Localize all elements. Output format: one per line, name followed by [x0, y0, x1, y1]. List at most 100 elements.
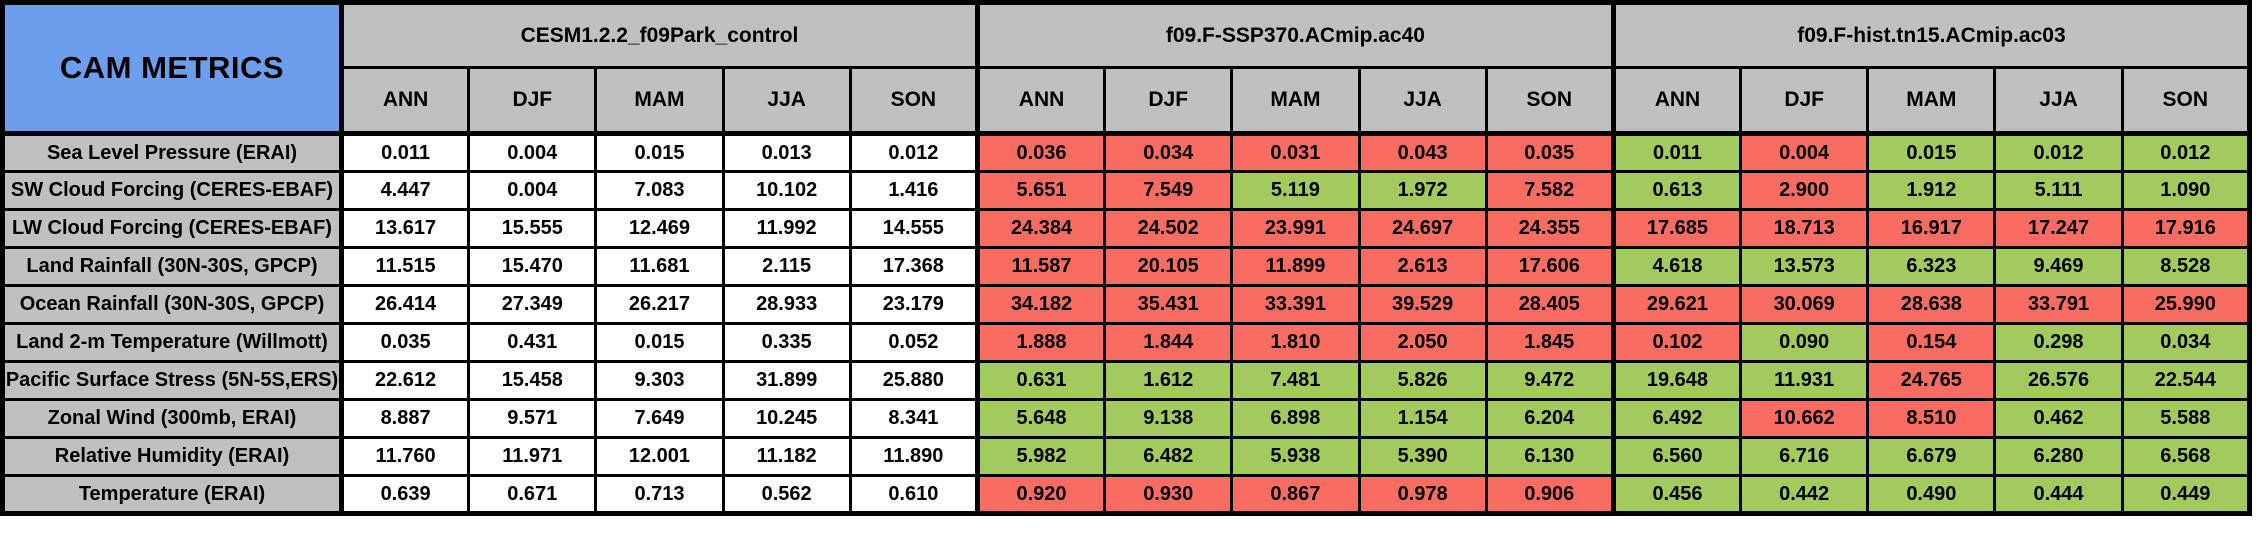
value-cell: 1.416 — [848, 170, 979, 211]
metric-label: Temperature (ERAI) — [1, 474, 344, 515]
value-cell: 25.990 — [2120, 284, 2252, 325]
value-cell: 0.034 — [1103, 132, 1234, 173]
value-cell: 6.716 — [1739, 436, 1870, 477]
value-cell: 5.982 — [974, 436, 1107, 477]
value-cell: 2.900 — [1739, 170, 1870, 211]
value-cell: 11.890 — [848, 436, 979, 477]
value-cell: 9.469 — [1993, 246, 2124, 287]
value-cell: 11.992 — [721, 208, 852, 249]
season-header-ann: ANN — [1610, 66, 1743, 136]
metric-row: Temperature (ERAI) 0.639 0.671 0.713 0.562 0.… — [1, 474, 2252, 515]
value-cell: 10.102 — [721, 170, 852, 211]
value-cell: 0.011 — [338, 132, 471, 173]
metric-row: Relative Humidity (ERAI) 11.760 11.971 12.0… — [1, 436, 2252, 477]
value-cell: 14.555 — [848, 208, 979, 249]
value-cell: 15.458 — [467, 360, 598, 401]
value-cell: 0.920 — [974, 474, 1107, 515]
value-cell: 23.179 — [848, 284, 979, 325]
value-cell: 6.492 — [1610, 398, 1743, 439]
value-cell: 0.090 — [1739, 322, 1870, 363]
metric-label: Land 2-m Temperature (Willmott) — [1, 322, 344, 363]
value-cell: 0.449 — [2120, 474, 2252, 515]
value-cell: 0.004 — [467, 132, 598, 173]
value-cell: 1.844 — [1103, 322, 1234, 363]
value-cell: 1.912 — [1866, 170, 1997, 211]
value-cell: 28.638 — [1866, 284, 1997, 325]
value-cell: 7.649 — [594, 398, 725, 439]
metric-row: Ocean Rainfall (30N-30S, GPCP) 26.414 27.3… — [1, 284, 2252, 325]
value-cell: 28.405 — [1484, 284, 1615, 325]
value-cell: 0.012 — [848, 132, 979, 173]
value-cell: 0.456 — [1610, 474, 1743, 515]
value-cell: 0.639 — [338, 474, 471, 515]
value-cell: 17.916 — [2120, 208, 2252, 249]
value-cell: 0.004 — [467, 170, 598, 211]
metric-label: SW Cloud Forcing (CERES-EBAF) — [1, 170, 344, 211]
metric-label: Land Rainfall (30N-30S, GPCP) — [1, 246, 344, 287]
metric-label-text: Ocean Rainfall (30N-30S, GPCP) — [19, 293, 325, 315]
season-header-djf: DJF — [1103, 66, 1234, 136]
value-cell: 25.880 — [848, 360, 979, 401]
metric-label: LW Cloud Forcing (CERES-EBAF) — [1, 208, 344, 249]
value-cell: 35.431 — [1103, 284, 1234, 325]
metric-row: LW Cloud Forcing (CERES-EBAF) 13.617 15.55… — [1, 208, 2252, 249]
value-cell: 11.515 — [338, 246, 471, 287]
value-cell: 0.043 — [1357, 132, 1488, 173]
value-cell: 0.930 — [1103, 474, 1234, 515]
value-cell: 2.613 — [1357, 246, 1488, 287]
value-cell: 5.119 — [1230, 170, 1361, 211]
season-header-son: SON — [848, 66, 979, 136]
value-cell: 0.462 — [1993, 398, 2124, 439]
metric-label: Pacific Surface Stress (5N-5S,ERS) — [1, 360, 344, 401]
metric-label-text: LW Cloud Forcing (CERES-EBAF) — [12, 217, 332, 239]
value-cell: 0.012 — [1993, 132, 2124, 173]
season-header-mam: MAM — [594, 66, 725, 136]
value-cell: 17.247 — [1993, 208, 2124, 249]
value-cell: 0.034 — [2120, 322, 2252, 363]
metric-label-text: Temperature (ERAI) — [78, 482, 266, 505]
season-header-djf: DJF — [467, 66, 598, 136]
value-cell: 10.245 — [721, 398, 852, 439]
value-cell: 15.555 — [467, 208, 598, 249]
value-cell: 7.582 — [1484, 170, 1615, 211]
metrics-table: CAM METRICS CESM1.2.2_f09Park_control f0… — [0, 0, 2252, 516]
value-cell: 12.001 — [594, 436, 725, 477]
value-cell: 6.568 — [2120, 436, 2252, 477]
value-cell: 7.083 — [594, 170, 725, 211]
value-cell: 6.482 — [1103, 436, 1234, 477]
value-cell: 1.154 — [1357, 398, 1488, 439]
value-cell: 5.651 — [974, 170, 1107, 211]
metric-label-text: Pacific Surface Stress (5N-5S,ERS) — [5, 369, 339, 391]
model-header-row: CAM METRICS CESM1.2.2_f09Park_control f0… — [1, 1, 2252, 136]
metric-row: Sea Level Pressure (ERAI) 0.011 0.004 0.015… — [1, 132, 2252, 173]
value-cell: 0.335 — [721, 322, 852, 363]
season-header-djf: DJF — [1739, 66, 1870, 136]
value-cell: 0.442 — [1739, 474, 1870, 515]
value-cell: 26.217 — [594, 284, 725, 325]
value-cell: 19.648 — [1610, 360, 1743, 401]
value-cell: 0.035 — [338, 322, 471, 363]
value-cell: 0.012 — [2120, 132, 2252, 173]
value-cell: 0.031 — [1230, 132, 1361, 173]
value-cell: 31.899 — [721, 360, 852, 401]
value-cell: 11.681 — [594, 246, 725, 287]
season-header-row: ANN DJF MAM JJA SON ANN DJF MAM JJA SON ANN DJF MAM J… — [3, 66, 2252, 136]
value-cell: 26.414 — [338, 284, 471, 325]
value-cell: 0.431 — [467, 322, 598, 363]
value-cell: 1.612 — [1103, 360, 1234, 401]
value-cell: 0.154 — [1866, 322, 1997, 363]
value-cell: 6.323 — [1866, 246, 1997, 287]
value-cell: 17.368 — [848, 246, 979, 287]
value-cell: 9.472 — [1484, 360, 1615, 401]
value-cell: 33.391 — [1230, 284, 1361, 325]
value-cell: 5.390 — [1357, 436, 1488, 477]
value-cell: 34.182 — [974, 284, 1107, 325]
season-header-jja: JJA — [1357, 66, 1488, 136]
value-cell: 26.576 — [1993, 360, 2124, 401]
value-cell: 6.679 — [1866, 436, 1997, 477]
value-cell: 15.470 — [467, 246, 598, 287]
model-header-ssp370: f09.F-SSP370.ACmip.ac40 — [974, 1, 1615, 69]
model-header-control: CESM1.2.2_f09Park_control — [339, 1, 979, 69]
value-cell: 0.011 — [1610, 132, 1743, 173]
value-cell: 0.298 — [1993, 322, 2124, 363]
